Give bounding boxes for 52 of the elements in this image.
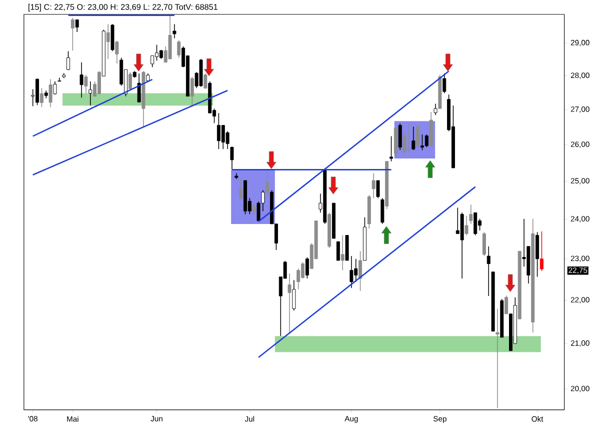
candlestick <box>75 19 79 32</box>
candlestick <box>350 255 354 288</box>
candlestick <box>292 280 296 311</box>
candlestick <box>115 40 119 64</box>
candlestick <box>496 308 500 408</box>
candlestick <box>66 50 70 70</box>
candlestick <box>288 272 292 333</box>
candlestick <box>266 169 270 196</box>
candlestick <box>70 17 74 51</box>
candlestick <box>358 250 362 292</box>
candlestick <box>442 72 446 94</box>
candlestick <box>376 180 380 198</box>
candlestick <box>58 77 62 82</box>
candlestick <box>80 62 84 98</box>
candlestick <box>424 134 428 148</box>
candlestick <box>88 80 92 106</box>
candlestick <box>486 246 490 296</box>
candlestick <box>504 295 508 314</box>
candlestick <box>469 204 473 224</box>
candlestick <box>252 204 256 216</box>
candlestick <box>97 70 101 94</box>
candlestick <box>84 74 88 94</box>
candlestick <box>137 72 141 102</box>
candlestick <box>482 232 486 256</box>
candlestick <box>398 122 402 150</box>
candlestick <box>106 24 110 60</box>
chart-title: [15] C: 22,75 O: 23,00 H: 23,69 L: 22,70 TotV: 68851 <box>28 4 218 12</box>
candlestick <box>40 88 44 108</box>
candlestick <box>390 136 394 162</box>
candlestick <box>48 78 52 108</box>
candlestick <box>464 215 468 236</box>
candlestick <box>536 232 540 278</box>
candlestick <box>190 76 194 106</box>
candlestick <box>177 40 181 58</box>
candlestick <box>434 103 438 116</box>
candlestick <box>340 234 344 270</box>
candlestick <box>474 212 478 236</box>
candlestick <box>230 146 234 170</box>
candlestick <box>168 15 172 60</box>
candlestick <box>172 24 176 39</box>
candlestick <box>372 172 376 198</box>
candlestick <box>416 124 420 148</box>
candlestick <box>53 80 57 95</box>
candlestick <box>380 198 384 224</box>
candlestick <box>204 72 208 90</box>
candlestick <box>128 72 132 90</box>
candlestick <box>305 256 309 279</box>
candlestick <box>540 230 544 272</box>
candlestick <box>239 178 243 200</box>
candlestick <box>150 55 154 68</box>
candlestick <box>336 241 340 261</box>
candlestick <box>412 126 416 150</box>
